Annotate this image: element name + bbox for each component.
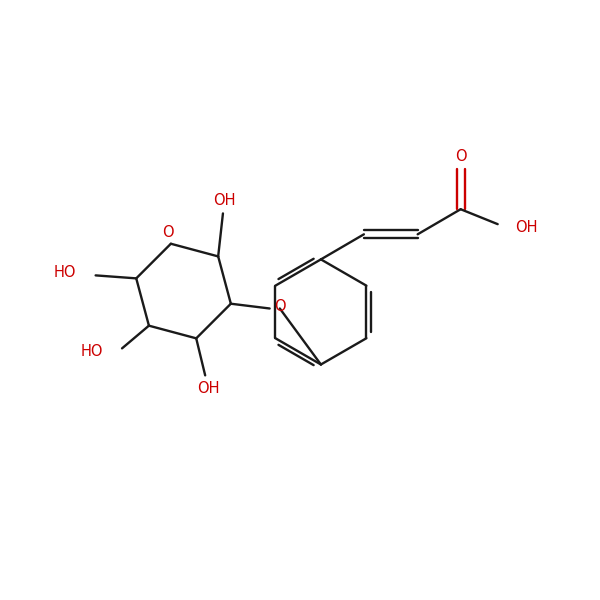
Text: HO: HO (54, 265, 77, 280)
Text: O: O (162, 226, 173, 241)
Text: OH: OH (515, 220, 538, 235)
Text: O: O (274, 299, 286, 314)
Text: OH: OH (197, 381, 220, 396)
Text: HO: HO (80, 344, 103, 359)
Text: OH: OH (213, 193, 235, 208)
Text: O: O (455, 149, 466, 164)
